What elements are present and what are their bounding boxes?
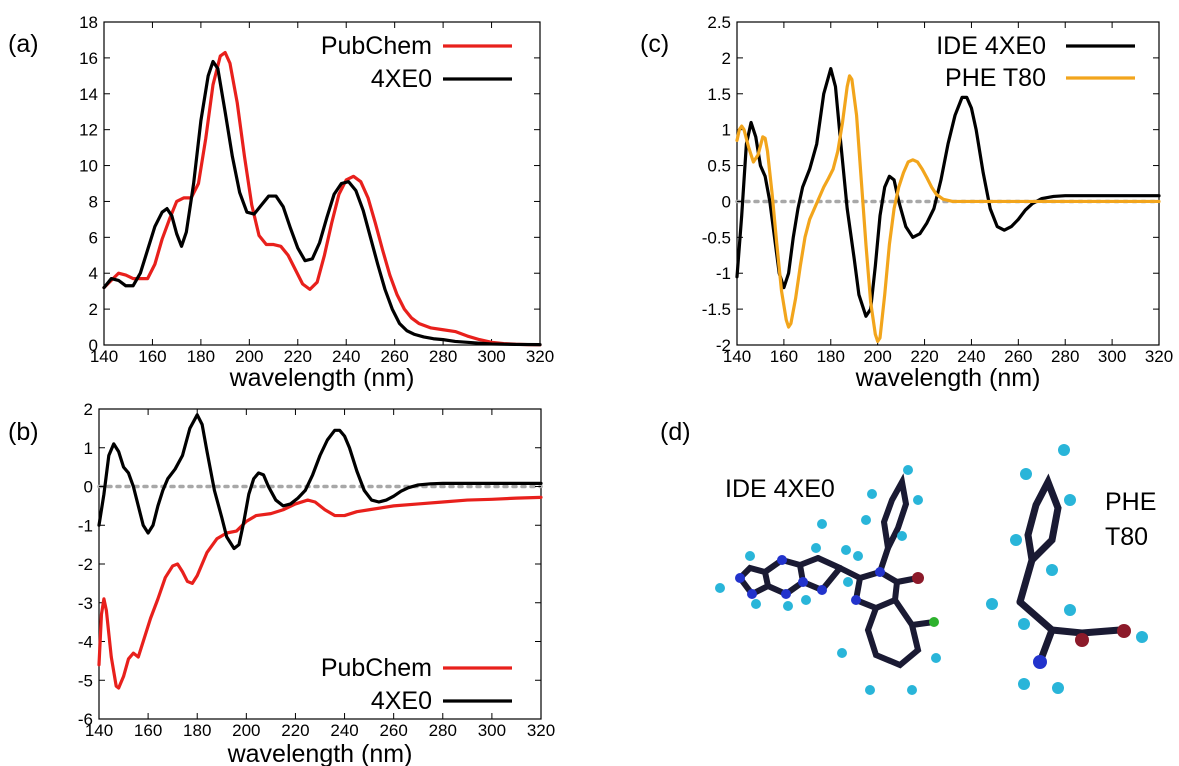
x-tick-label: 160	[770, 347, 798, 366]
molecule-panel: IDE 4XE0 PHE T80	[715, 444, 1156, 695]
x-tick-label: 200	[863, 347, 891, 366]
y-tick-label: 4	[89, 264, 98, 283]
legend-label: PubChem	[321, 654, 432, 682]
y-tick-label: 0	[84, 478, 93, 497]
x-tick-label: 260	[379, 721, 407, 740]
x-tick-label: 280	[429, 347, 457, 366]
y-tick-label: -1	[78, 516, 93, 535]
x-tick-label: 320	[526, 347, 554, 366]
legend-label: PubChem	[321, 32, 432, 60]
plot-frame	[736, 21, 1160, 346]
y-tick-label: 14	[79, 85, 98, 104]
y-tick-label: -1	[716, 264, 731, 283]
x-tick-label: 160	[134, 721, 162, 740]
x-tick-label: 280	[429, 721, 457, 740]
x-tick-label: 140	[85, 721, 113, 740]
y-tick-label: 1.5	[707, 85, 731, 104]
y-tick-label: -2	[716, 336, 731, 355]
x-tick-label: 240	[957, 347, 985, 366]
series-line-4xe0	[102, 59, 542, 347]
y-tick-label: -5	[78, 671, 93, 690]
phe-label-line2: T80	[1105, 523, 1148, 551]
x-tick-label: 140	[723, 347, 751, 366]
chart-a: 140 160 180 200 220 240 260 280 300 320 0 2 4 6 8 10 12 1…	[79, 13, 554, 392]
x-axis-label: wavelength (nm)	[229, 364, 415, 392]
x-tick-label: 240	[332, 347, 360, 366]
x-tick-label: 180	[187, 347, 215, 366]
x-tick-label: 240	[330, 721, 358, 740]
series-line-pubchem	[97, 495, 543, 690]
panel-label-a: (a)	[8, 30, 39, 58]
y-tick-label: 0.5	[707, 157, 731, 176]
x-tick-label: 260	[380, 347, 408, 366]
legend-label: PHE T80	[945, 64, 1046, 92]
y-tick-label: -6	[78, 710, 93, 729]
legend-label: 4XE0	[371, 687, 432, 715]
x-tick-label: 320	[527, 721, 555, 740]
y-tick-label: 8	[89, 192, 98, 211]
panel-label-c: (c)	[640, 30, 669, 58]
x-tick-label: 180	[183, 721, 211, 740]
legend-label: 4XE0	[371, 65, 432, 93]
legend-label: IDE 4XE0	[936, 32, 1046, 60]
y-tick-label: 2	[722, 49, 731, 68]
x-tick-label: 260	[1004, 347, 1032, 366]
y-tick-label: -0.5	[702, 228, 731, 247]
ide-molecule-image	[715, 465, 941, 695]
y-tick-label: 12	[79, 121, 98, 140]
x-tick-label: 320	[1145, 347, 1173, 366]
x-tick-label: 300	[477, 347, 505, 366]
x-axis-label: wavelength (nm)	[227, 740, 413, 766]
y-tick-label: 2.5	[707, 13, 731, 32]
y-tick-label: 1	[84, 439, 93, 458]
phe-molecule-image	[986, 444, 1148, 694]
y-tick-label: 10	[79, 157, 98, 176]
series-line-4xe0	[97, 413, 543, 551]
phe-label-line1: PHE	[1105, 488, 1156, 516]
x-tick-label: 160	[138, 347, 166, 366]
y-tick-label: 16	[79, 49, 98, 68]
panel-label-b: (b)	[8, 418, 39, 446]
x-tick-label: 200	[232, 721, 260, 740]
y-tick-label: -1.5	[702, 300, 731, 319]
y-tick-label: -4	[78, 633, 93, 652]
plot-frame	[103, 21, 541, 346]
chart-c: 140 160 180 200 220 240 260 280 300 320 -2 -1.5 -1 -0…	[702, 13, 1173, 392]
x-tick-label: 300	[478, 721, 506, 740]
y-tick-label: 2	[84, 400, 93, 419]
x-tick-label: 180	[817, 347, 845, 366]
series-line-phe-t80	[735, 74, 1161, 344]
x-axis-label: wavelength (nm)	[855, 364, 1041, 392]
series-line-pubchem	[102, 50, 542, 347]
ide-4xe0-label: IDE 4XE0	[725, 475, 835, 503]
x-tick-label: 200	[235, 347, 263, 366]
x-tick-label: 140	[90, 347, 118, 366]
y-tick-label: 2	[89, 300, 98, 319]
y-tick-label: 1	[722, 121, 731, 140]
x-tick-label: 220	[910, 347, 938, 366]
series-line-ide-4xe0	[735, 67, 1161, 318]
y-tick-label: -3	[78, 594, 93, 613]
chart-b: 140 160 180 200 220 240 260 280 300 320 -6 -5 -4 -3 -2…	[78, 400, 555, 766]
panel-label-d: (d)	[660, 418, 691, 446]
y-tick-label: -2	[78, 555, 93, 574]
y-tick-label: 18	[79, 13, 98, 32]
x-tick-label: 300	[1098, 347, 1126, 366]
x-tick-label: 280	[1051, 347, 1079, 366]
y-tick-label: 6	[89, 228, 98, 247]
y-tick-label: 0	[89, 336, 98, 355]
x-tick-label: 220	[281, 721, 309, 740]
x-tick-label: 220	[284, 347, 312, 366]
y-tick-label: 0	[722, 192, 731, 211]
